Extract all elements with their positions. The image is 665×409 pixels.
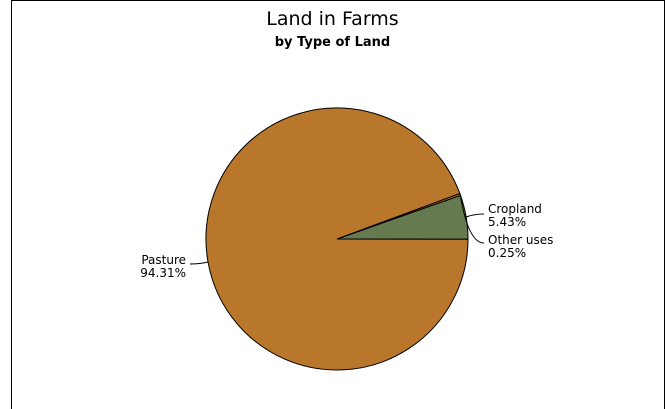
slice-label-cropland: Cropland — [488, 202, 542, 216]
leader-line-pasture — [189, 261, 209, 265]
slice-value-pasture: 94.31% — [140, 266, 186, 280]
slice-value-cropland: 5.43% — [488, 215, 526, 229]
chart-title: Land in Farms — [266, 8, 399, 30]
chart-subtitle: by Type of Land — [274, 35, 391, 50]
slice-label-pasture: Pasture — [141, 253, 186, 267]
slice-label-other-uses: Other uses — [488, 233, 553, 247]
slice-value-other-uses: 0.25% — [488, 246, 526, 260]
pie-slice-pasture — [205, 107, 469, 371]
leader-line-cropland — [465, 213, 485, 218]
leader-line-other-uses — [459, 194, 485, 244]
